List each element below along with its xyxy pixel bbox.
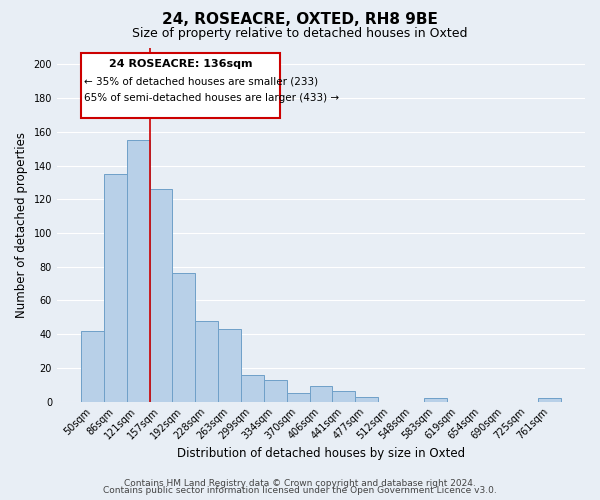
Bar [264, 380, 287, 402]
Bar [424, 398, 446, 402]
Text: Contains HM Land Registry data © Crown copyright and database right 2024.: Contains HM Land Registry data © Crown c… [124, 478, 476, 488]
Text: 65% of semi-detached houses are larger (433) →: 65% of semi-detached houses are larger (… [85, 93, 340, 103]
Text: 24 ROSEACRE: 136sqm: 24 ROSEACRE: 136sqm [109, 60, 252, 70]
Y-axis label: Number of detached properties: Number of detached properties [15, 132, 28, 318]
Bar [149, 189, 172, 402]
Bar [81, 52, 280, 118]
Text: Size of property relative to detached houses in Oxted: Size of property relative to detached ho… [132, 28, 468, 40]
Bar [310, 386, 332, 402]
Bar [241, 374, 264, 402]
Bar [332, 392, 355, 402]
Text: Contains public sector information licensed under the Open Government Licence v3: Contains public sector information licen… [103, 486, 497, 495]
X-axis label: Distribution of detached houses by size in Oxted: Distribution of detached houses by size … [177, 447, 465, 460]
Bar [81, 331, 104, 402]
Bar [172, 274, 195, 402]
Bar [287, 393, 310, 402]
Bar [355, 396, 378, 402]
Bar [104, 174, 127, 402]
Bar [538, 398, 561, 402]
Bar [195, 320, 218, 402]
Text: 24, ROSEACRE, OXTED, RH8 9BE: 24, ROSEACRE, OXTED, RH8 9BE [162, 12, 438, 28]
Bar [127, 140, 149, 402]
Text: ← 35% of detached houses are smaller (233): ← 35% of detached houses are smaller (23… [85, 76, 319, 86]
Bar [218, 329, 241, 402]
